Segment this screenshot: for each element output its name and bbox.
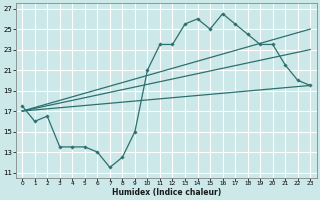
X-axis label: Humidex (Indice chaleur): Humidex (Indice chaleur) <box>112 188 221 197</box>
